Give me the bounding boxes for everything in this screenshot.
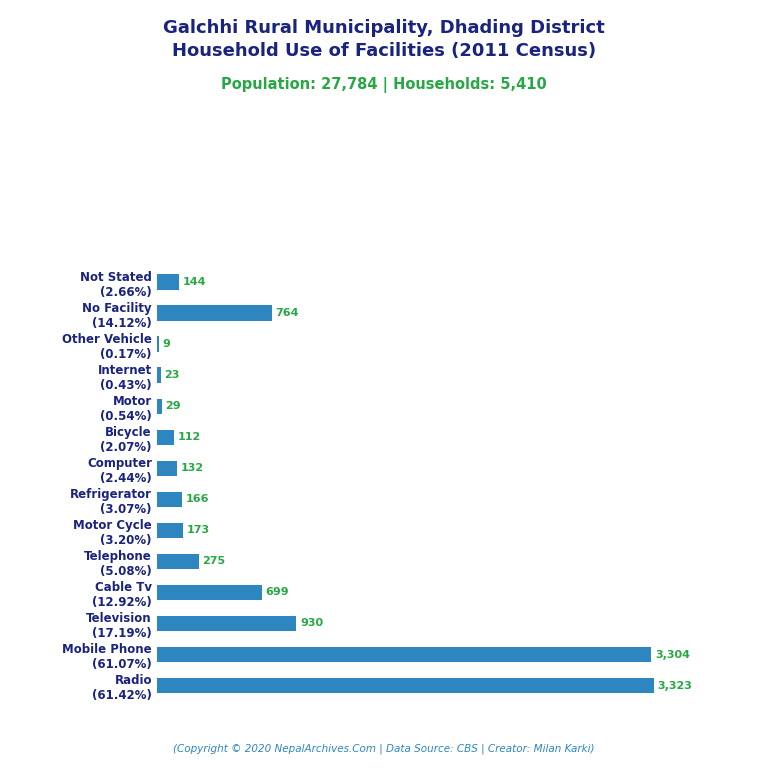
Bar <box>157 647 651 662</box>
Text: 166: 166 <box>186 495 210 505</box>
Bar <box>157 274 179 290</box>
Bar <box>157 399 162 414</box>
Text: Population: 27,784 | Households: 5,410: Population: 27,784 | Households: 5,410 <box>221 77 547 93</box>
Text: 3,323: 3,323 <box>658 680 693 690</box>
Text: 930: 930 <box>300 618 323 628</box>
Text: 275: 275 <box>202 556 225 567</box>
Text: 132: 132 <box>181 463 204 473</box>
Text: 3,304: 3,304 <box>655 650 690 660</box>
Bar <box>157 554 199 569</box>
Bar <box>157 336 159 352</box>
Bar <box>157 678 654 694</box>
Text: 699: 699 <box>266 588 290 598</box>
Bar <box>157 584 262 601</box>
Text: Galchhi Rural Municipality, Dhading District: Galchhi Rural Municipality, Dhading Dist… <box>163 19 605 37</box>
Text: 9: 9 <box>163 339 170 349</box>
Text: 23: 23 <box>164 370 180 380</box>
Text: 173: 173 <box>187 525 210 535</box>
Bar <box>157 367 161 383</box>
Text: 29: 29 <box>166 401 181 412</box>
Text: (Copyright © 2020 NepalArchives.Com | Data Source: CBS | Creator: Milan Karki): (Copyright © 2020 NepalArchives.Com | Da… <box>174 743 594 754</box>
Text: 764: 764 <box>276 308 299 318</box>
Bar <box>157 429 174 445</box>
Bar <box>157 461 177 476</box>
Bar <box>157 306 272 321</box>
Text: 112: 112 <box>178 432 201 442</box>
Text: 144: 144 <box>183 277 206 287</box>
Bar <box>157 523 184 538</box>
Text: Household Use of Facilities (2011 Census): Household Use of Facilities (2011 Census… <box>172 42 596 60</box>
Bar <box>157 616 296 631</box>
Bar <box>157 492 182 507</box>
